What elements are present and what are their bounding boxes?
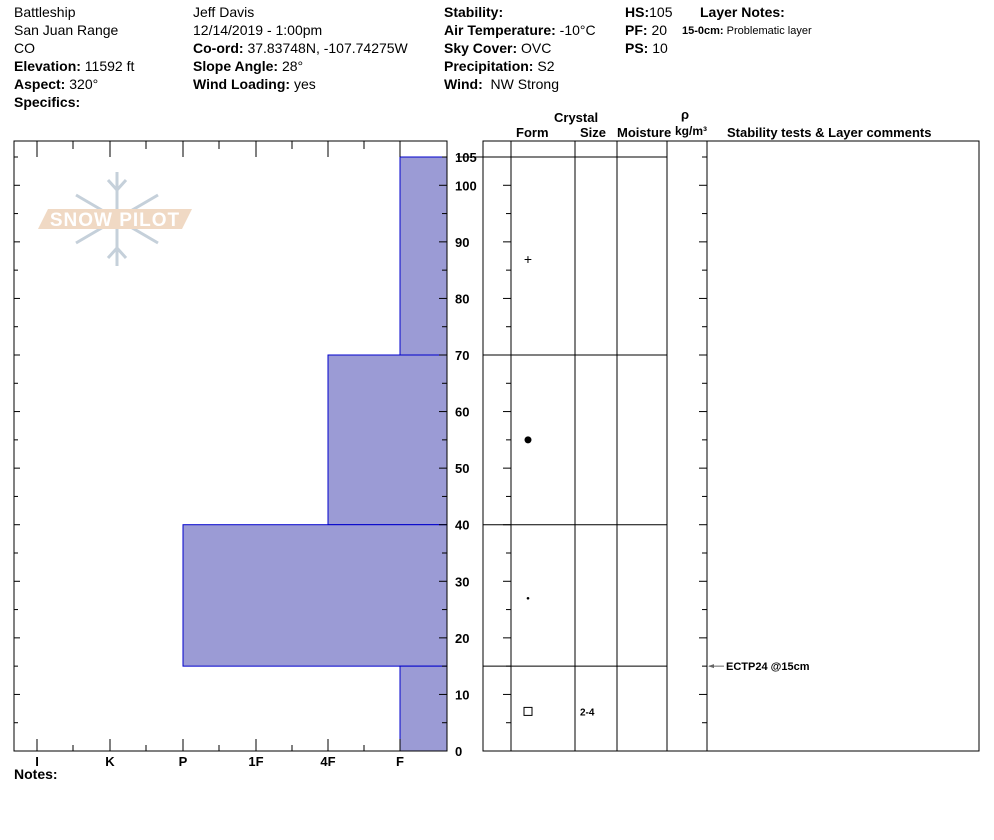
grain-size: 2-4 xyxy=(580,707,595,718)
observer: Jeff Davis xyxy=(193,4,255,20)
hardness-tick-label: 1F xyxy=(248,754,263,769)
specifics-label: Specifics: xyxy=(14,94,81,110)
grain-form-rounded-icon xyxy=(524,436,532,444)
hardness-plot-frame xyxy=(13,140,448,752)
depth-tick-label: 40 xyxy=(455,518,469,533)
grain-form-newsnow-icon: + xyxy=(524,251,532,267)
snow-pilot-logo: SNOW PILOT xyxy=(38,172,192,266)
layer-bar xyxy=(399,665,448,752)
hardness-tick-label: P xyxy=(179,754,188,769)
layer-bar xyxy=(182,524,448,667)
hardness-tick-label: K xyxy=(105,754,115,769)
depth-tick-label: 80 xyxy=(455,291,469,306)
depth-tick-label: 10 xyxy=(455,687,469,702)
depth-tick-label: 105 xyxy=(455,150,477,165)
stability-test-result: ECTP24 @15cm xyxy=(726,661,810,673)
svg-text:SNOW PILOT: SNOW PILOT xyxy=(50,210,180,231)
coord: Co-ord: 37.83748N, -107.74275W xyxy=(193,40,408,56)
ps: PS: 10 xyxy=(625,40,668,56)
datetime: 12/14/2019 - 1:00pm xyxy=(193,22,323,38)
depth-tick-label: 60 xyxy=(455,405,469,420)
layer-bar xyxy=(399,156,448,356)
crystal-header: Crystal xyxy=(554,110,599,125)
precipitation: Precipitation: S2 xyxy=(444,58,555,74)
depth-tick-label: 100 xyxy=(455,178,477,193)
depth-tick-label: 0 xyxy=(455,744,462,759)
notes-label: Notes: xyxy=(14,766,58,782)
state: CO xyxy=(14,40,35,56)
location: Battleship xyxy=(14,4,76,20)
layer-notes-label: Layer Notes: xyxy=(700,4,785,20)
hardness-tick-label: F xyxy=(396,754,404,769)
grain-form-fragmented-icon xyxy=(526,596,530,600)
grain-form-facets-icon xyxy=(523,706,533,716)
depth-tick-label: 30 xyxy=(455,574,469,589)
depth-tick-label: 20 xyxy=(455,631,469,646)
arrow-head-icon xyxy=(708,664,714,669)
sky-cover: Sky Cover: OVC xyxy=(444,40,552,56)
slope-angle: Slope Angle: 28° xyxy=(193,58,304,74)
density-unit-header: kg/m³ xyxy=(675,124,708,138)
layer-bar xyxy=(327,354,448,526)
hardness-tick-label: 4F xyxy=(320,754,335,769)
depth-tick-label: 70 xyxy=(455,348,469,363)
elevation: Elevation: 11592 ft xyxy=(14,58,135,74)
layer-table-frame xyxy=(482,140,980,752)
stability-tests-header: Stability tests & Layer comments xyxy=(727,125,932,140)
hs: HS:105 xyxy=(625,4,673,20)
rho-header: ρ xyxy=(681,107,690,122)
depth-tick-label: 50 xyxy=(455,461,469,476)
wind-loading: Wind Loading: yes xyxy=(193,76,316,92)
layer-note: 15-0cm: Problematic layer xyxy=(682,25,812,37)
stability-label: Stability: xyxy=(444,4,504,20)
form-header: Form xyxy=(516,125,549,140)
range: San Juan Range xyxy=(14,22,119,38)
wind: Wind: NW Strong xyxy=(444,76,559,92)
moisture-header: Moisture xyxy=(617,125,672,140)
aspect: Aspect: 320° xyxy=(14,76,99,92)
depth-tick-label: 90 xyxy=(455,235,469,250)
air-temperature: Air Temperature: -10°C xyxy=(444,22,596,38)
size-header: Size xyxy=(580,125,607,140)
hardness-tick-label: I xyxy=(35,754,39,769)
pf: PF: 20 xyxy=(625,22,668,38)
